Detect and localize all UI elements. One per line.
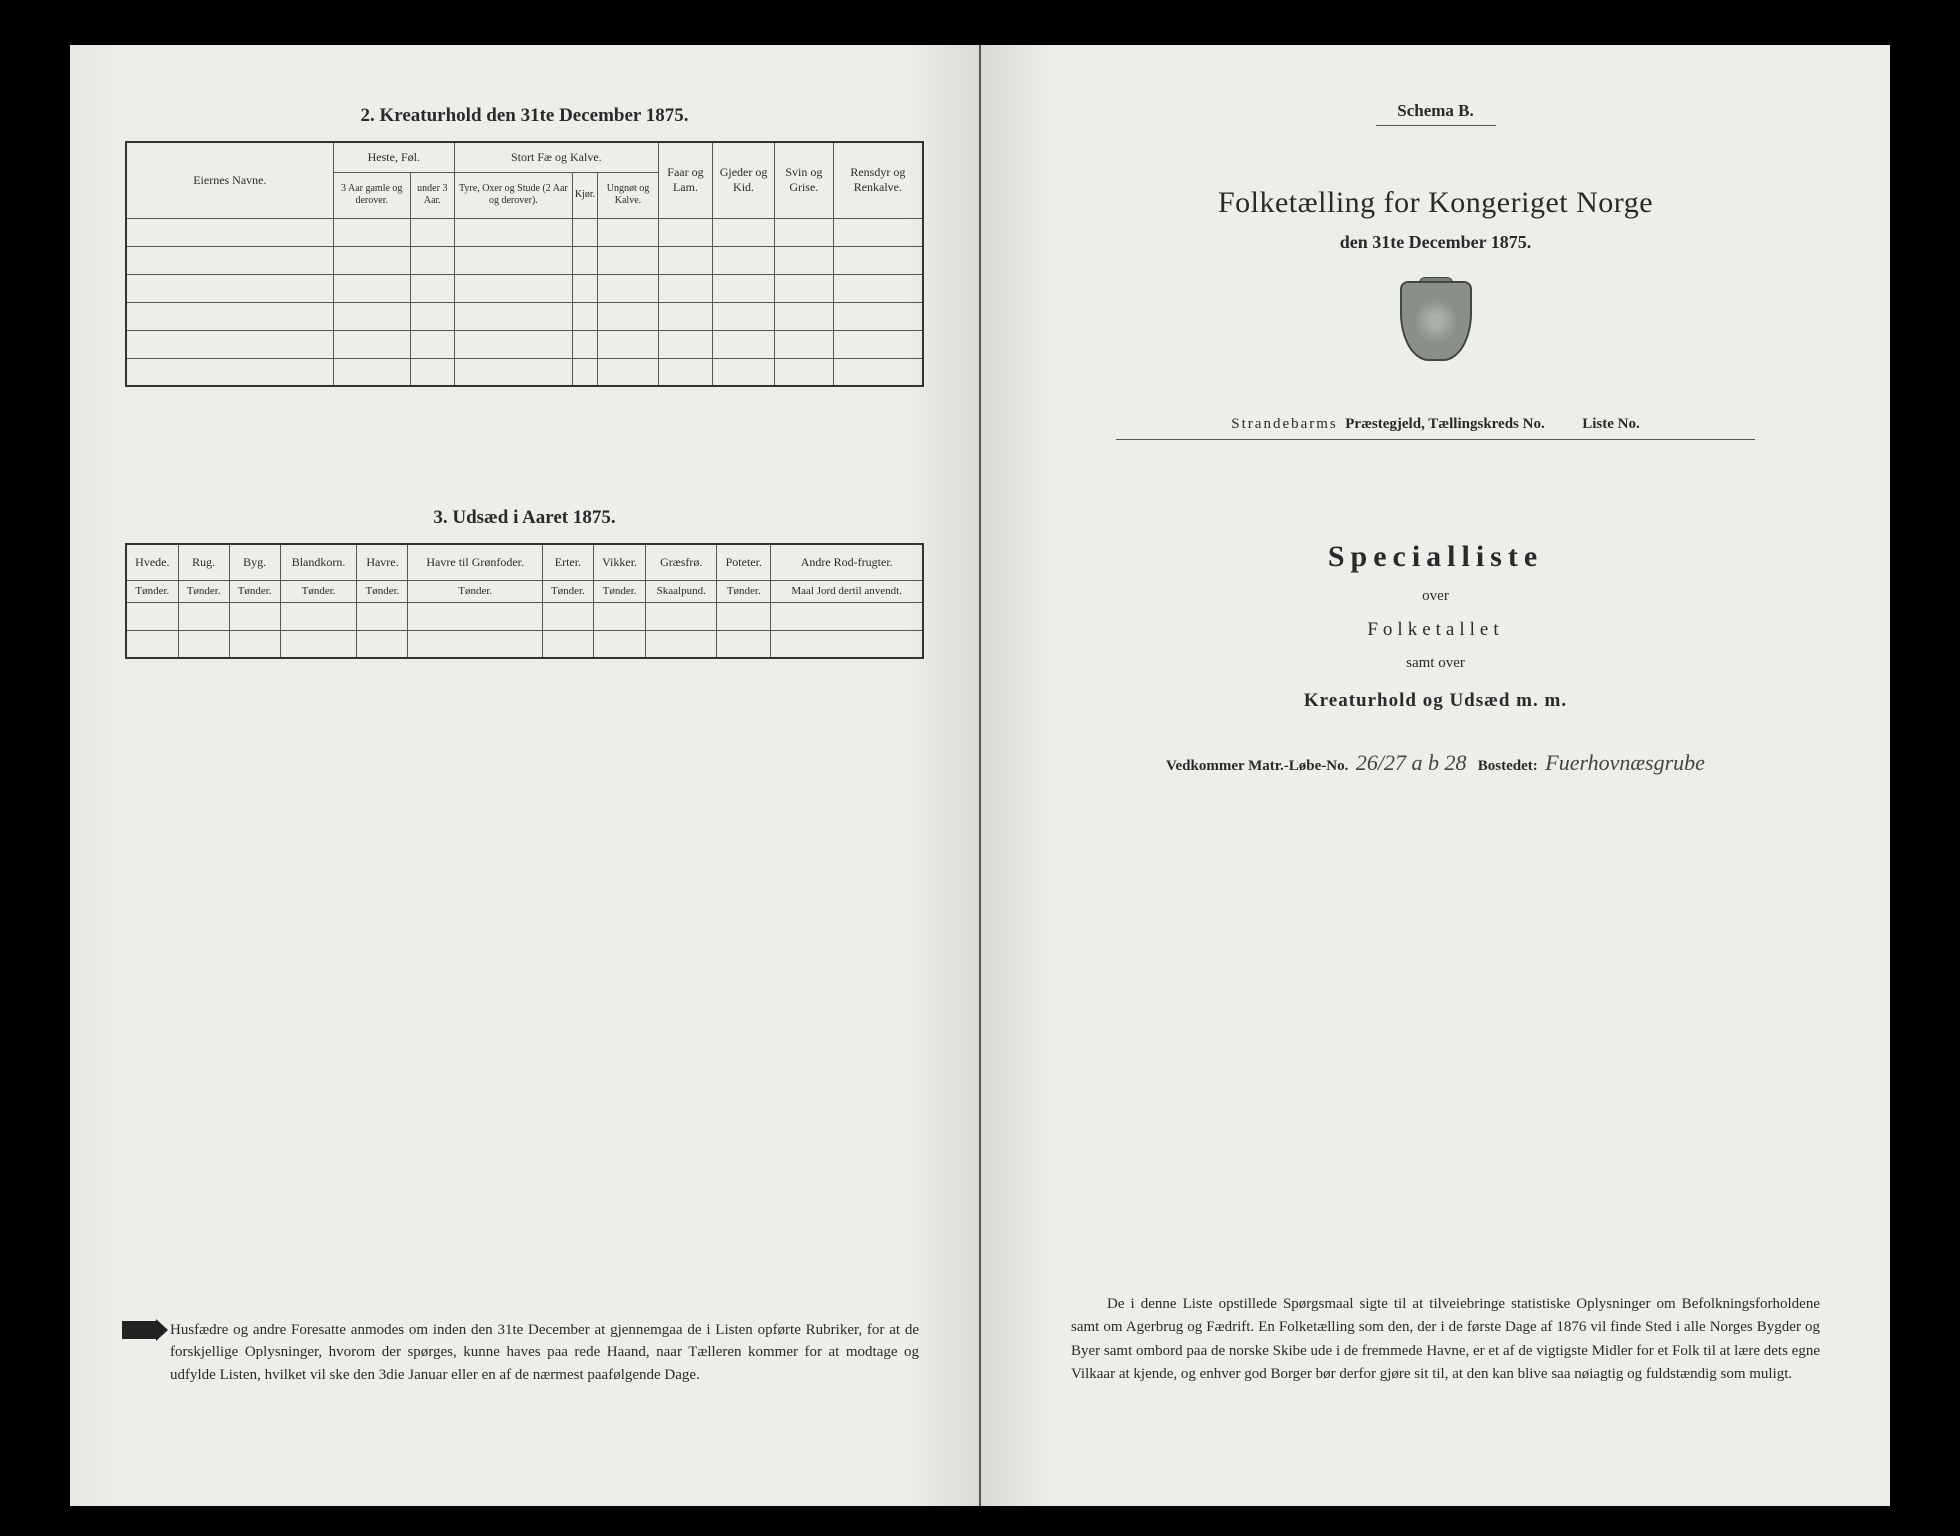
- sub-h1: 3 Aar gamle og derover.: [333, 172, 410, 218]
- t3-unit: Tønder.: [593, 580, 645, 602]
- t3-col: Blandkorn.: [280, 544, 357, 580]
- kreatur-label: Kreaturhold og Udsæd m. m.: [1036, 690, 1835, 712]
- main-title: Folketælling for Kongeriget Norge: [1036, 186, 1835, 220]
- t3-unit: Tønder.: [229, 580, 280, 602]
- t3-head-row: Hvede. Rug. Byg. Blandkorn. Havre. Havre…: [126, 544, 923, 580]
- over-label: over: [1036, 588, 1835, 605]
- t3-unit: Tønder.: [126, 580, 178, 602]
- right-footnote: De i denne Liste opstillede Spørgsmaal s…: [1071, 1293, 1820, 1386]
- t3-unit: Skaalpund.: [646, 580, 717, 602]
- book-spread: 2. Kreaturhold den 31te December 1875. E…: [70, 45, 1890, 1506]
- col-goat: Gjeder og Kid.: [713, 142, 775, 218]
- parish-word: Præstegjeld, Tællingskreds No.: [1345, 416, 1544, 432]
- matr-no: 26/27 a b 28: [1356, 750, 1467, 775]
- coat-of-arms-icon: [1396, 281, 1476, 376]
- t3-unit: Tønder.: [542, 580, 593, 602]
- t3-col: Havre til Grønfoder.: [408, 544, 542, 580]
- t3-unit: Tønder.: [408, 580, 542, 602]
- t3-col: Rug.: [178, 544, 229, 580]
- sub-h2: under 3 Aar.: [410, 172, 454, 218]
- t3-col: Hvede.: [126, 544, 178, 580]
- liste-no: Liste No.: [1582, 416, 1640, 432]
- bosted-value: Fuerhovnæsgrube: [1545, 750, 1705, 775]
- table-kreaturhold: Eiernes Navne. Heste, Føl. Stort Fæ og K…: [125, 141, 924, 387]
- table-udsaed: Hvede. Rug. Byg. Blandkorn. Havre. Havre…: [125, 543, 924, 659]
- colgrp-horse: Heste, Føl.: [333, 142, 454, 172]
- t3-col: Byg.: [229, 544, 280, 580]
- folketallet-label: Folketallet: [1036, 619, 1835, 641]
- section-3-title: 3. Udsæd i Aaret 1875.: [125, 507, 924, 529]
- schema-rule: [1376, 125, 1496, 126]
- left-footnote: Husfædre og andre Foresatte anmodes om i…: [170, 1319, 919, 1387]
- t3-col: Andre Rod-frugter.: [771, 544, 923, 580]
- t3-unit-row: Tønder. Tønder. Tønder. Tønder. Tønder. …: [126, 580, 923, 602]
- table2-body: [126, 218, 923, 386]
- col-pig: Svin og Grise.: [774, 142, 833, 218]
- t3-col: Græsfrø.: [646, 544, 717, 580]
- table3-body: [126, 602, 923, 658]
- matr-label: Vedkommer Matr.-Løbe-No.: [1166, 758, 1348, 774]
- sub-c2: Kjør.: [572, 172, 597, 218]
- t3-unit: Maal Jord dertil anvendt.: [771, 580, 923, 602]
- parish-line: Strandebarms Præstegjeld, Tællingskreds …: [1036, 416, 1835, 433]
- bosted-label: Bostedet:: [1478, 758, 1538, 774]
- schema-label: Schema B.: [1036, 101, 1835, 121]
- footnote-text: Husfædre og andre Foresatte anmodes om i…: [170, 1322, 919, 1383]
- specialliste-title: Specialliste: [1036, 540, 1835, 574]
- t3-col: Vikker.: [593, 544, 645, 580]
- t3-col: Erter.: [542, 544, 593, 580]
- right-page: Schema B. Folketælling for Kongeriget No…: [981, 45, 1890, 1506]
- sub-c1: Tyre, Oxer og Stude (2 Aar og derover).: [454, 172, 572, 218]
- matr-line: Vedkommer Matr.-Løbe-No. 26/27 a b 28 Bo…: [1036, 750, 1835, 776]
- samt-label: samt over: [1036, 655, 1835, 672]
- left-page: 2. Kreaturhold den 31te December 1875. E…: [70, 45, 981, 1506]
- col-owner: Eiernes Navne.: [126, 142, 333, 218]
- t3-unit: Tønder.: [717, 580, 771, 602]
- t3-unit: Tønder.: [280, 580, 357, 602]
- parish-name: Strandebarms: [1231, 416, 1337, 432]
- section-2-title: 2. Kreaturhold den 31te December 1875.: [125, 105, 924, 127]
- t3-col: Havre.: [357, 544, 408, 580]
- sub-date: den 31te December 1875.: [1036, 232, 1835, 253]
- t3-unit: Tønder.: [178, 580, 229, 602]
- colgrp-cattle: Stort Fæ og Kalve.: [454, 142, 658, 172]
- scan-frame: 2. Kreaturhold den 31te December 1875. E…: [0, 0, 1960, 1536]
- col-sheep: Faar og Lam.: [658, 142, 712, 218]
- pointing-hand-icon: [122, 1321, 158, 1339]
- parish-rule: [1116, 439, 1755, 440]
- sub-c3: Ungnøt og Kalve.: [598, 172, 659, 218]
- t3-unit: Tønder.: [357, 580, 408, 602]
- col-rein: Rensdyr og Renkalve.: [833, 142, 923, 218]
- t3-col: Poteter.: [717, 544, 771, 580]
